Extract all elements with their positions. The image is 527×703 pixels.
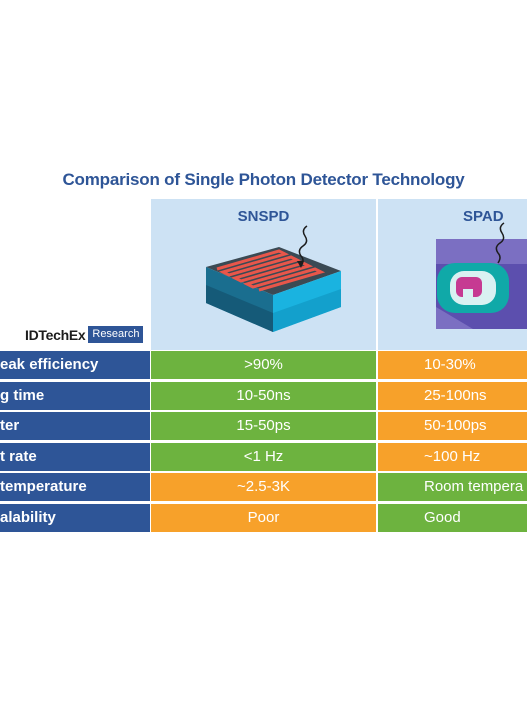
row-label: ter: [0, 412, 150, 441]
table-row: eak efficiency >90% 10-30%: [0, 351, 527, 379]
cell-spad: Good: [378, 504, 527, 532]
column-name-spad: SPAD: [463, 208, 504, 225]
row-label: alability: [0, 504, 150, 532]
cell-snspd: Poor: [151, 504, 376, 532]
table-row: t rate <1 Hz ~100 Hz: [0, 442, 527, 471]
cell-spad: 25-100ns: [378, 381, 527, 410]
brand-logo: IDTechEx Research: [25, 326, 144, 343]
spad-chip-illustration: [436, 222, 527, 329]
table-row: ter 15-50ps 50-100ps: [0, 412, 527, 441]
cell-snspd: 10-50ns: [151, 381, 376, 410]
cell-spad: Room tempera: [378, 473, 527, 502]
column-header-snspd: SNSPD: [151, 199, 376, 350]
row-label: temperature: [0, 473, 150, 502]
table-row: alability Poor Good: [0, 504, 527, 532]
cell-snspd: ~2.5-3K: [151, 473, 376, 502]
row-label: g time: [0, 381, 150, 410]
cell-spad: 10-30%: [378, 351, 527, 379]
cell-spad: 50-100ps: [378, 412, 527, 441]
cell-spad: ~100 Hz: [378, 442, 527, 471]
cell-snspd: >90%: [151, 351, 376, 379]
cell-snspd: <1 Hz: [151, 442, 376, 471]
row-label: eak efficiency: [0, 351, 150, 379]
table-row: temperature ~2.5-3K Room tempera: [0, 473, 527, 502]
brand-tag: Research: [88, 326, 144, 343]
snspd-chip-illustration: [206, 225, 341, 332]
chart-title: Comparison of Single Photon Detector Tec…: [62, 170, 465, 189]
column-header-spad: SPAD: [378, 199, 527, 350]
table-row: g time 10-50ns 25-100ns: [0, 381, 527, 410]
cell-snspd: 15-50ps: [151, 412, 376, 441]
column-name-snspd: SNSPD: [237, 208, 290, 225]
brand-name: IDTechEx: [25, 326, 86, 343]
row-label: t rate: [0, 442, 150, 471]
